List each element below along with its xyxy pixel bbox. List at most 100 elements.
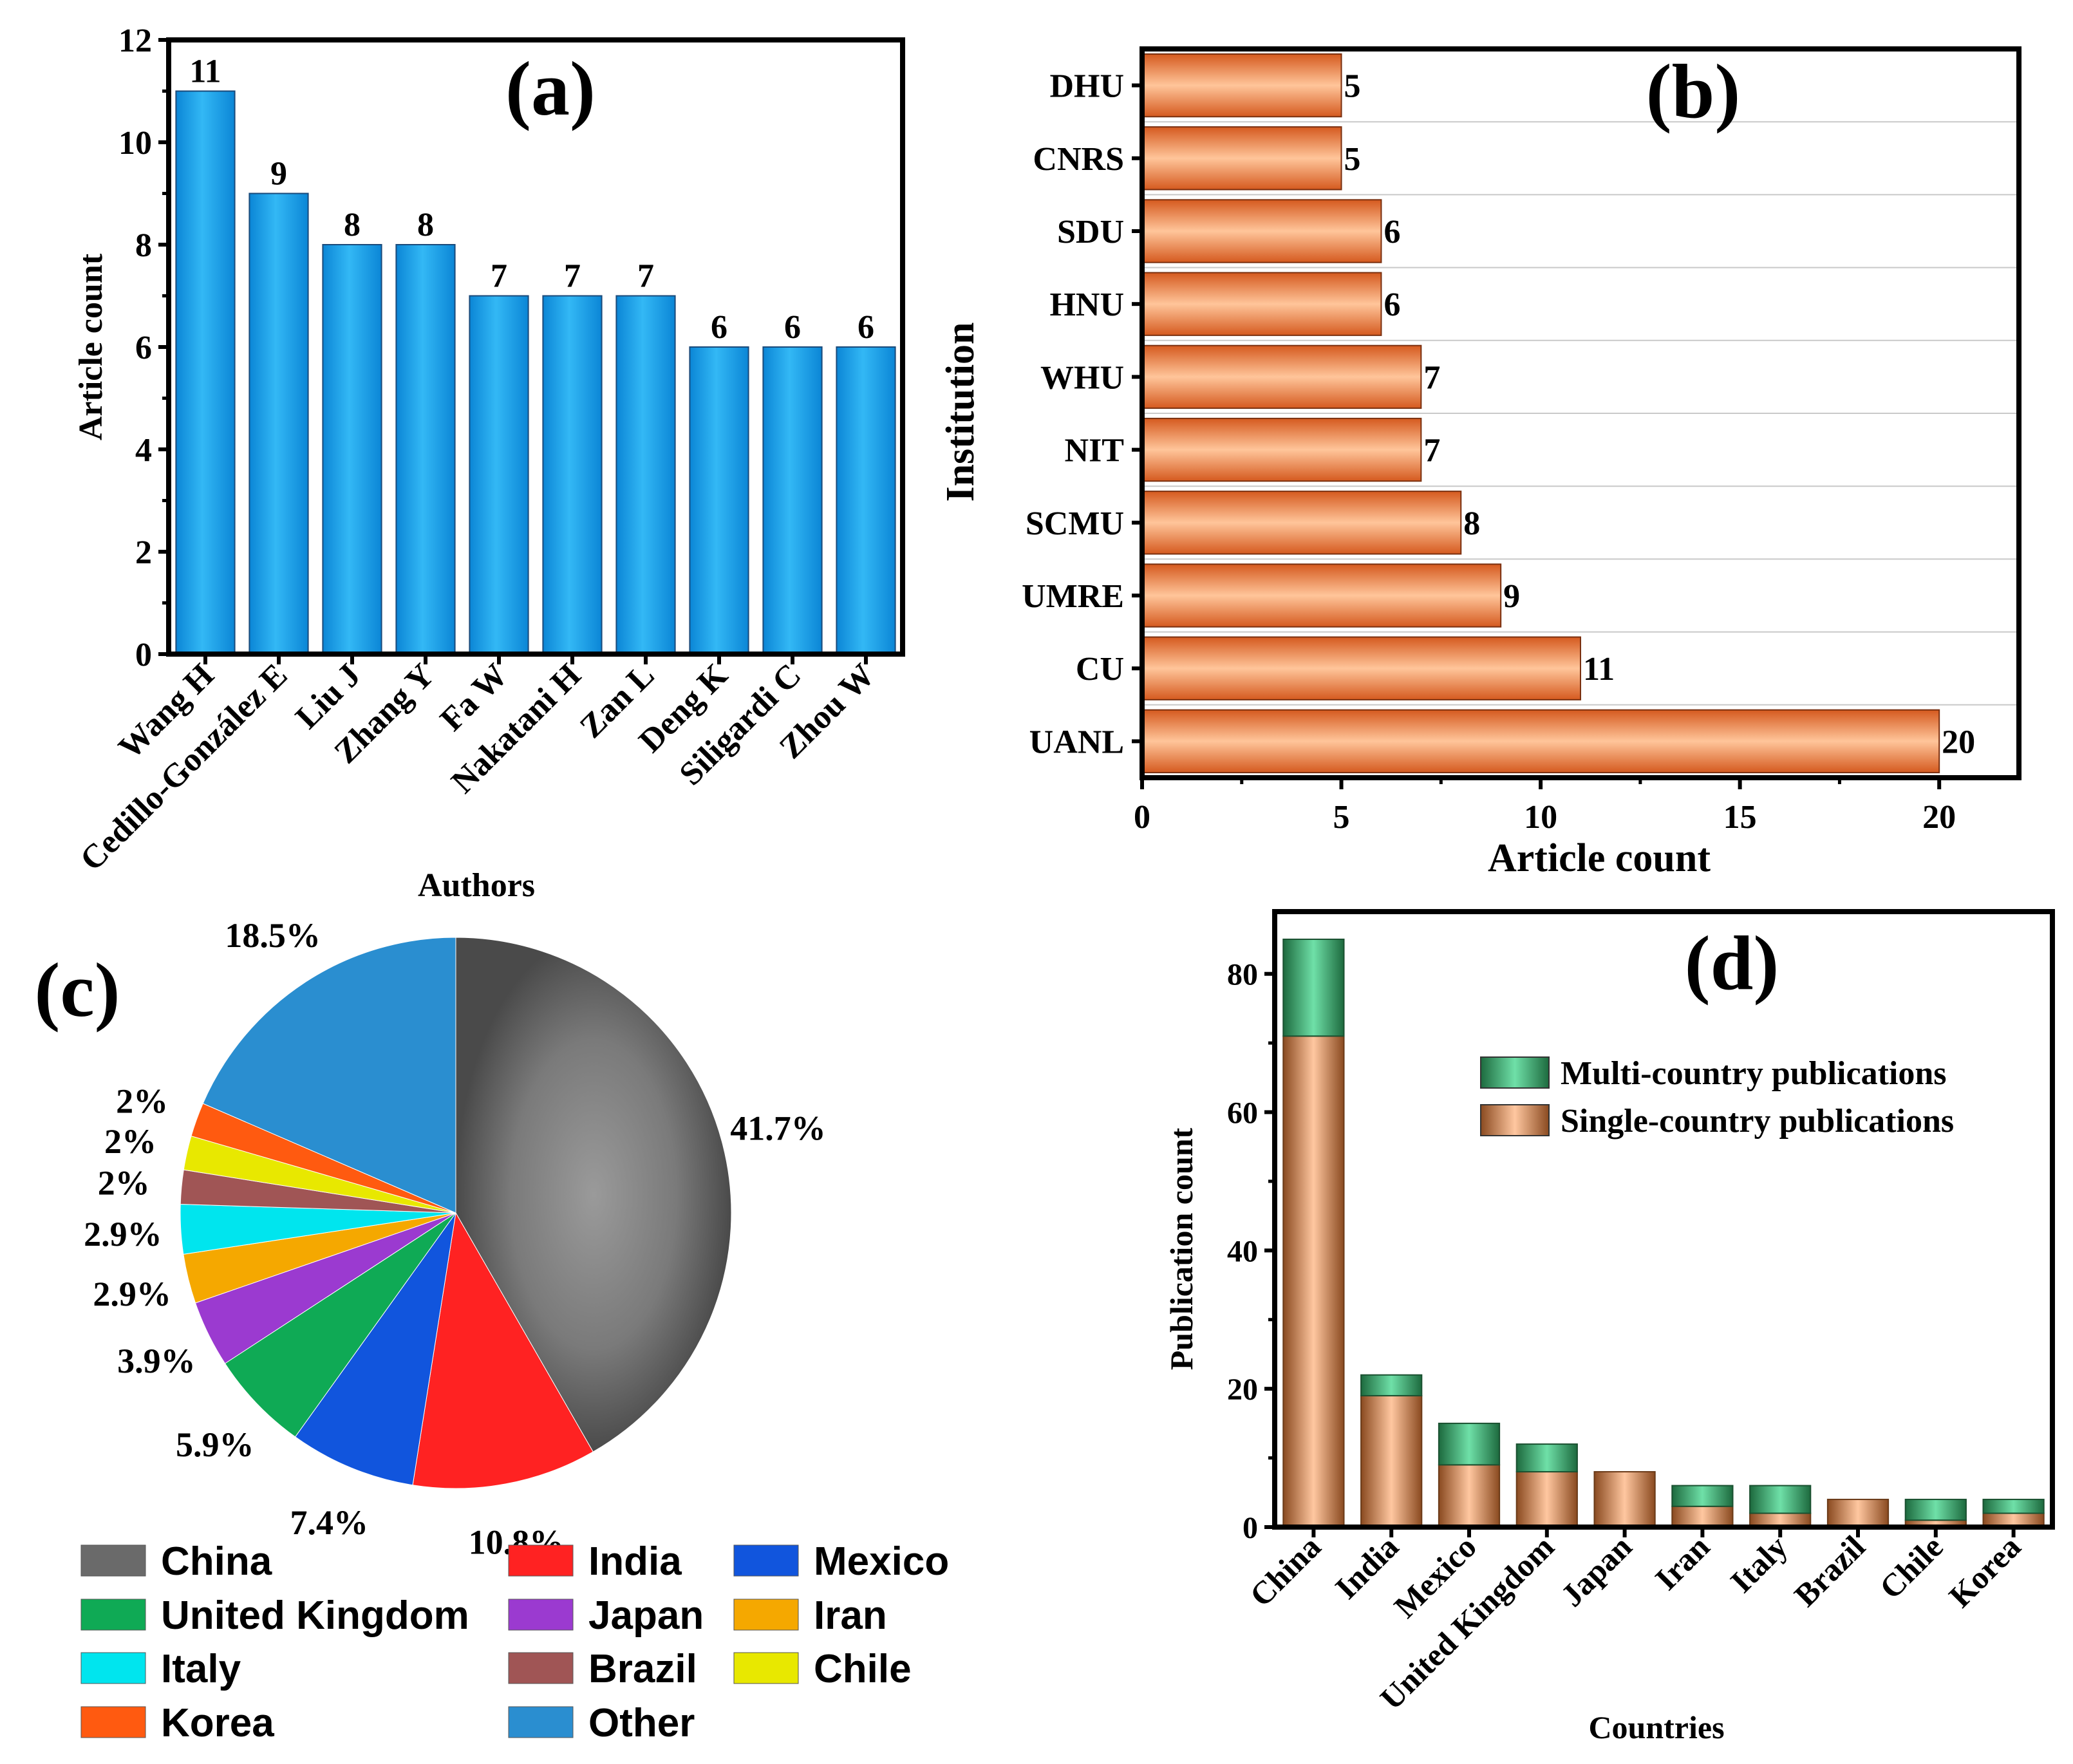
a-ytick-label: 4 xyxy=(135,432,152,469)
b-ytick-label: WHU xyxy=(1040,359,1124,396)
d-bar-multi xyxy=(1360,1374,1423,1396)
panel-d-x-axis-title: Countries xyxy=(1588,1709,1724,1745)
b-ytick-label: DHU xyxy=(1049,68,1124,105)
b-bar-value-label: 5 xyxy=(1344,68,1361,105)
a-ytick-label: 6 xyxy=(135,330,152,366)
d-legend-swatch xyxy=(1480,1056,1550,1089)
a-ytick-label: 0 xyxy=(135,637,152,673)
d-xtick-label: Brazil xyxy=(1787,1528,1872,1613)
panel-c-country-pie: (c) 41.7%10.8%7.4%5.9%3.9%2.9%2.9%2%2%2%… xyxy=(34,916,949,1745)
c-percent-label: 7.4% xyxy=(290,1503,369,1542)
b-bar-value-label: 9 xyxy=(1503,578,1520,615)
c-legend-swatch xyxy=(733,1599,799,1631)
c-pie-slice xyxy=(455,937,732,1452)
d-ytick-label: 80 xyxy=(1227,958,1258,992)
b-xtick-label: 15 xyxy=(1723,799,1757,836)
d-bar-multi xyxy=(1904,1499,1967,1521)
panel-b-x-axis-title: Article count xyxy=(1488,836,1711,880)
panel-c-label: (c) xyxy=(34,947,120,1033)
c-legend-label: United Kingdom xyxy=(161,1593,469,1638)
d-ytick-label: 20 xyxy=(1227,1373,1258,1407)
panel-a-bars: 11 9 8 8 7 7 7 6 6 6 xyxy=(175,53,896,655)
a-bar xyxy=(836,346,896,655)
c-legend-label: Italy xyxy=(161,1647,241,1691)
panel-b-axis-ticks: DHU CNRS SDU HNU WHU NIT SCMU UMRE CU UANL 0 5 10 15 2… xyxy=(1022,68,1956,836)
d-xtick-label: Iran xyxy=(1648,1528,1717,1597)
b-xtick-label: 0 xyxy=(1134,799,1150,836)
panel-b-label: (b) xyxy=(1646,48,1741,134)
a-bar xyxy=(542,295,603,655)
b-ytick-label: UMRE xyxy=(1022,578,1124,615)
b-bar xyxy=(1141,709,1940,774)
panel-d-y-axis-title: Publication count xyxy=(1163,1127,1199,1370)
a-bar-value-label: 8 xyxy=(417,207,434,243)
d-bar-multi xyxy=(1671,1485,1734,1507)
a-bar-value-label: 6 xyxy=(858,309,874,346)
a-bar xyxy=(762,346,823,655)
d-bar-single xyxy=(1438,1464,1501,1528)
d-ytick-label: 40 xyxy=(1227,1234,1258,1268)
d-xtick-label: Japan xyxy=(1553,1528,1638,1613)
panel-c-legend: China India Mexico United Kingdom Japan Iran I… xyxy=(80,1539,949,1745)
c-legend-swatch xyxy=(80,1706,146,1738)
c-percent-label: 2% xyxy=(104,1122,156,1161)
b-bar xyxy=(1141,636,1581,700)
b-xtick-label: 10 xyxy=(1524,799,1557,836)
panel-d-legend: Multi-country publications Single-country… xyxy=(1480,1055,1954,1140)
c-legend-label: Brazil xyxy=(588,1647,697,1691)
b-ytick-label: CU xyxy=(1076,651,1124,688)
c-legend-swatch xyxy=(508,1599,574,1631)
a-bar xyxy=(615,295,676,655)
d-bar-multi xyxy=(1282,938,1345,1037)
a-bar-value-label: 6 xyxy=(711,309,727,346)
d-bar-single xyxy=(1671,1505,1734,1528)
a-ytick-label: 2 xyxy=(135,534,152,571)
a-bar-value-label: 7 xyxy=(637,258,654,295)
c-legend-label: Iran xyxy=(814,1593,887,1638)
c-percent-label: 2% xyxy=(98,1163,150,1202)
b-xtick-label: 20 xyxy=(1922,799,1956,836)
d-bar-single xyxy=(1826,1499,1890,1528)
c-percent-label: 41.7% xyxy=(730,1109,826,1147)
panel-a-y-axis-title: Article count xyxy=(73,253,109,440)
b-bar xyxy=(1141,344,1422,409)
b-ytick-label: HNU xyxy=(1049,286,1124,323)
a-bar xyxy=(469,295,529,655)
b-ytick-label: SCMU xyxy=(1026,505,1124,542)
d-ytick-label: 60 xyxy=(1227,1096,1258,1131)
panel-d-label: (d) xyxy=(1685,920,1779,1006)
d-bar-single xyxy=(1282,1035,1345,1528)
c-percent-label: 2.9% xyxy=(93,1275,171,1313)
d-xtick-label: Korea xyxy=(1942,1528,2027,1614)
b-bar xyxy=(1141,126,1342,191)
a-ytick-label: 8 xyxy=(135,227,152,264)
b-bar-value-label: 7 xyxy=(1423,433,1440,469)
a-bar-value-label: 6 xyxy=(784,309,801,346)
d-bar-multi xyxy=(1982,1499,2045,1514)
b-bar-value-label: 8 xyxy=(1463,505,1480,542)
a-bar xyxy=(322,244,382,655)
a-bar xyxy=(175,90,236,655)
d-bar-multi xyxy=(1515,1443,1578,1473)
b-bar xyxy=(1141,272,1382,336)
d-legend-swatch xyxy=(1480,1104,1550,1136)
c-legend-label: Other xyxy=(588,1701,695,1745)
b-bar-value-label: 20 xyxy=(1942,724,1975,760)
d-ytick-label: 0 xyxy=(1243,1511,1258,1545)
c-legend-swatch xyxy=(80,1544,146,1577)
panel-d-stacked-bars xyxy=(1282,938,2045,1528)
c-legend-label: Japan xyxy=(588,1593,704,1638)
c-legend-swatch xyxy=(508,1706,574,1738)
b-bar xyxy=(1141,53,1342,118)
b-ytick-label: NIT xyxy=(1065,433,1124,469)
a-ytick-label: 10 xyxy=(118,125,152,162)
c-percent-label: 2% xyxy=(116,1082,168,1121)
d-bar-single xyxy=(1360,1394,1423,1528)
b-bar xyxy=(1141,563,1502,628)
a-bar xyxy=(249,192,309,655)
a-bar-value-label: 7 xyxy=(491,258,507,295)
b-bar xyxy=(1141,417,1422,482)
c-legend-swatch xyxy=(508,1544,574,1577)
panel-d-axes-frame xyxy=(1272,909,2055,1530)
